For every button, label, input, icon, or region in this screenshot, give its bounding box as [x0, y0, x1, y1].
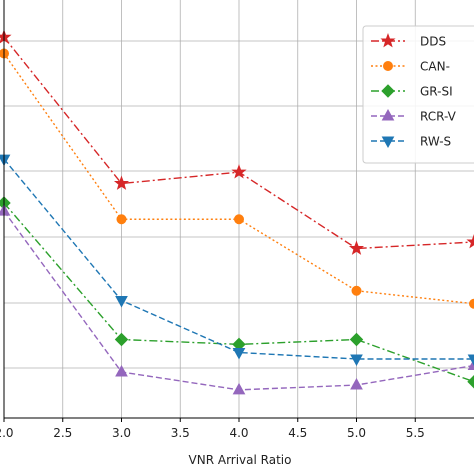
data-point — [232, 348, 246, 360]
data-point — [232, 382, 246, 395]
x-tick-label: 4.5 — [288, 426, 307, 440]
legend-box — [362, 25, 474, 164]
plot-frame — [3, 0, 474, 419]
data-point — [350, 354, 363, 367]
legend-marker — [381, 108, 395, 121]
data-point — [350, 377, 363, 390]
data-point — [234, 214, 244, 225]
series-line — [3, 158, 474, 360]
data-point — [467, 354, 474, 367]
x-axis-label: VNR Arrival Ratio — [189, 453, 292, 467]
x-tick-label: 3.0 — [112, 426, 131, 440]
legend: DDS CAN- GR-SI RCR-V RW-S — [362, 25, 474, 164]
x-tick-label: 5.0 — [347, 426, 366, 440]
data-point — [116, 214, 127, 225]
legend-marker — [383, 61, 393, 71]
legend-marker — [381, 136, 395, 149]
legend-label: GR-SI — [420, 85, 453, 99]
data-point — [113, 175, 130, 190]
x-tick-label: 5.5 — [406, 426, 425, 440]
x-tick-label: 2.5 — [53, 426, 72, 440]
data-point — [231, 164, 247, 179]
data-point — [469, 298, 474, 309]
data-point — [348, 240, 365, 255]
x-tick-label: 4.0 — [229, 426, 248, 440]
x-axis: 2.0 2.5 3.0 3.5 4.0 4.5 5.0 5.5 — [0, 418, 425, 440]
series-rw-s — [0, 154, 474, 367]
legend-label: RCR-V — [420, 110, 457, 124]
data-point — [0, 154, 11, 167]
data-point — [115, 364, 128, 377]
series-rcr-v — [0, 204, 474, 395]
series-dds — [0, 29, 474, 255]
legend-label: CAN- — [420, 60, 450, 74]
data-point — [351, 285, 362, 296]
legend-label: DDS — [420, 35, 446, 49]
data-point — [115, 296, 128, 308]
x-tick-label: 3.5 — [171, 426, 190, 440]
series-gr-si — [0, 196, 474, 389]
grid — [3, 0, 474, 418]
legend-marker — [381, 84, 395, 98]
legend-marker — [380, 33, 396, 48]
data-point — [114, 332, 129, 347]
x-tick-label: 2.0 — [0, 426, 14, 440]
data-point — [349, 332, 364, 347]
series-group — [0, 29, 474, 395]
data-point — [467, 375, 474, 389]
legend-label: RW-S — [420, 135, 451, 149]
data-point — [466, 234, 474, 249]
